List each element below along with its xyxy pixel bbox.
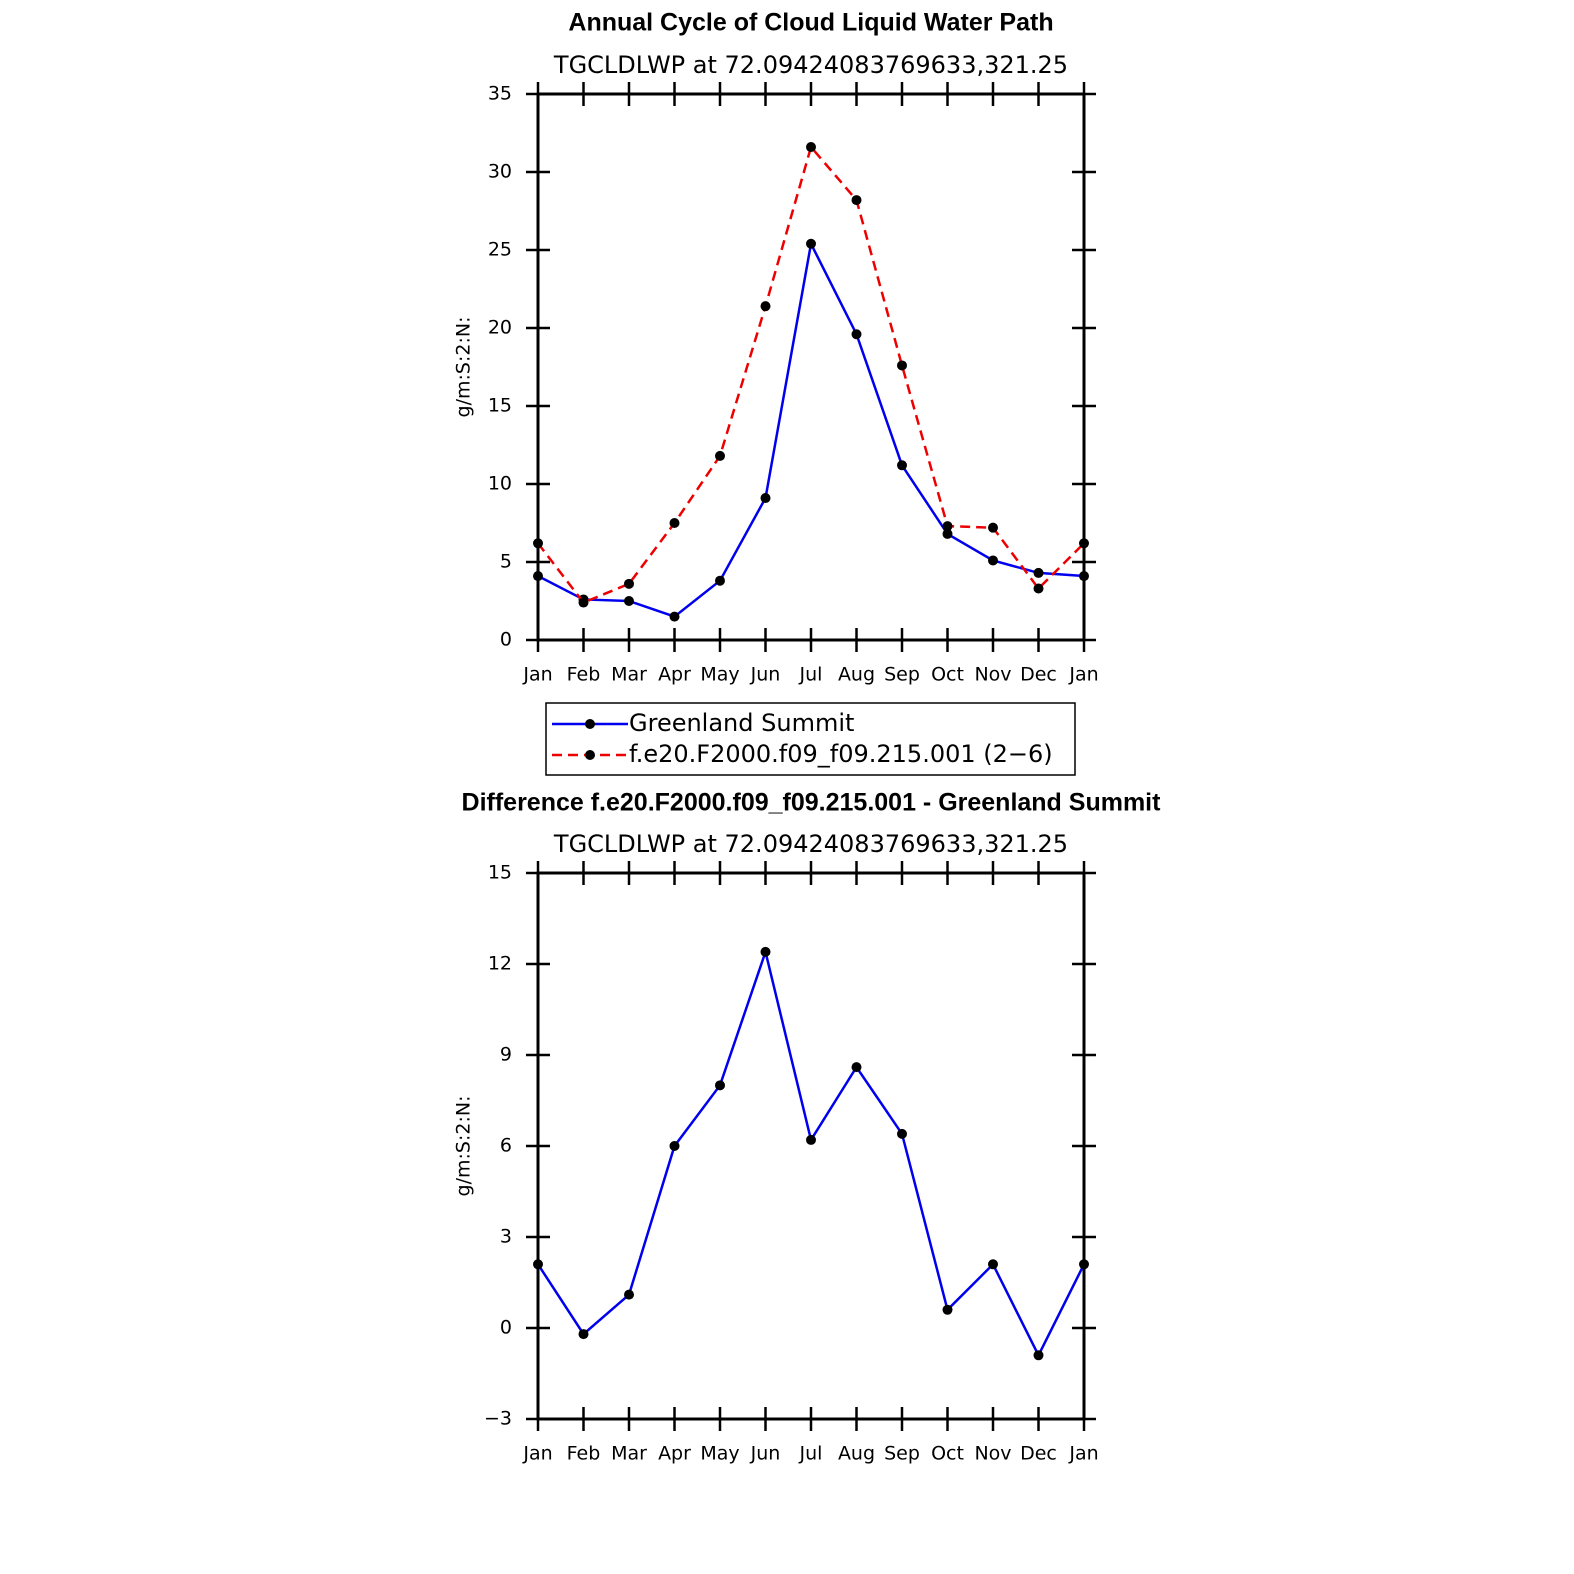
x-tick-label: Jul: [799, 1443, 823, 1465]
plot-frame: [536, 871, 1086, 1421]
data-point: [715, 450, 725, 461]
y-tick-label: 15: [488, 862, 512, 884]
y-axis-label: g/m:S:2:N:: [453, 1096, 475, 1197]
data-line: [536, 947, 1086, 1359]
x-tick-label: Sep: [884, 664, 920, 686]
data-point: [851, 329, 862, 340]
data-point: [1079, 538, 1089, 549]
data-point: [806, 142, 816, 153]
y-tick-label: 15: [488, 395, 512, 417]
y-tick-label: 9: [500, 1044, 512, 1066]
data-point: [942, 528, 953, 539]
chart-title: Difference f.e20.F2000.f09_f09.215.001 -…: [462, 789, 1162, 817]
x-tick-label: Jan: [1068, 664, 1098, 686]
data-point: [533, 538, 543, 549]
data-point: [851, 1062, 862, 1073]
data-point: [624, 1289, 634, 1300]
data-point: [942, 521, 953, 532]
legend-label: f.e20.F2000.f09_f09.215.001 (2−6): [629, 740, 1053, 768]
x-tick-label: Jul: [799, 664, 823, 686]
data-point: [715, 575, 725, 586]
data-point: [760, 493, 771, 504]
data-point: [1033, 567, 1044, 578]
y-tick-label: 0: [500, 1317, 512, 1339]
y-tick-label: 25: [488, 239, 512, 261]
data-point: [851, 195, 862, 206]
y-tick-label: 12: [488, 953, 512, 975]
legend-marker: [585, 719, 595, 729]
data-point: [533, 1259, 543, 1270]
data-point: [1033, 1350, 1044, 1361]
x-tick-label: Dec: [1020, 664, 1057, 686]
y-tick-label: 0: [500, 629, 512, 651]
data-point: [715, 1080, 725, 1091]
data-point: [669, 611, 680, 622]
x-tick-label: Feb: [567, 1443, 601, 1465]
x-tick-label: Nov: [974, 1443, 1011, 1465]
data-point: [760, 301, 771, 312]
data-point: [988, 555, 998, 566]
data-point: [1079, 1259, 1089, 1270]
y-tick-label: 10: [488, 473, 512, 495]
x-tick-label: Mar: [611, 664, 647, 686]
data-point: [578, 597, 589, 608]
x-tick-label: Jun: [750, 1443, 781, 1465]
y-axis-label: g/m:S:2:N:: [453, 317, 475, 418]
data-point: [897, 460, 907, 471]
y-tick-label: −3: [484, 1408, 512, 1430]
data-point: [760, 946, 771, 957]
x-tick-label: Apr: [658, 664, 691, 686]
data-point: [988, 522, 998, 533]
x-tick-label: Dec: [1020, 1443, 1057, 1465]
data-point: [988, 1259, 998, 1270]
chart-subtitle: TGCLDLWP at 72.09424083769633,321.25: [553, 830, 1068, 858]
y-tick-label: 6: [500, 1135, 512, 1157]
x-tick-label: Apr: [658, 1443, 691, 1465]
data-point: [942, 1304, 953, 1315]
legend-box: [545, 702, 1076, 776]
y-tick-label: 3: [500, 1226, 512, 1248]
y-tick-label: 30: [488, 161, 512, 183]
data-point: [533, 571, 543, 582]
data-point: [1033, 583, 1044, 594]
x-tick-label: May: [700, 664, 739, 686]
x-tick-label: Aug: [838, 1443, 875, 1465]
data-point: [669, 518, 680, 528]
x-tick-label: Mar: [611, 1443, 647, 1465]
x-tick-label: Feb: [567, 664, 601, 686]
x-tick-label: Jan: [522, 664, 552, 686]
x-tick-label: Jan: [1068, 1443, 1098, 1465]
y-tick-label: 20: [488, 317, 512, 339]
x-tick-label: Jan: [522, 1443, 552, 1465]
legend-label: Greenland Summit: [629, 709, 854, 737]
data-line: [537, 144, 1085, 605]
x-tick-label: May: [700, 1443, 739, 1465]
data-point: [806, 1134, 816, 1145]
chart-subtitle: TGCLDLWP at 72.09424083769633,321.25: [553, 51, 1068, 79]
data-point: [1079, 571, 1089, 582]
x-tick-label: Oct: [931, 664, 964, 686]
plot-frame: [536, 92, 1086, 642]
x-tick-label: Jun: [750, 664, 781, 686]
y-tick-label: 35: [488, 83, 512, 105]
data-point: [669, 1141, 680, 1151]
x-tick-label: Oct: [931, 1443, 964, 1465]
data-line: [537, 239, 1085, 619]
data-point: [897, 360, 907, 371]
data-point: [624, 596, 634, 606]
chart-title: Annual Cycle of Cloud Liquid Water Path: [568, 9, 1053, 37]
y-tick-label: 5: [500, 551, 512, 573]
x-tick-label: Aug: [838, 664, 875, 686]
data-point: [806, 238, 816, 249]
legend-marker: [585, 750, 595, 760]
x-tick-label: Nov: [974, 664, 1011, 686]
data-point: [624, 578, 634, 589]
data-point: [897, 1128, 907, 1139]
data-point: [578, 1329, 589, 1340]
x-tick-label: Sep: [884, 1443, 920, 1465]
